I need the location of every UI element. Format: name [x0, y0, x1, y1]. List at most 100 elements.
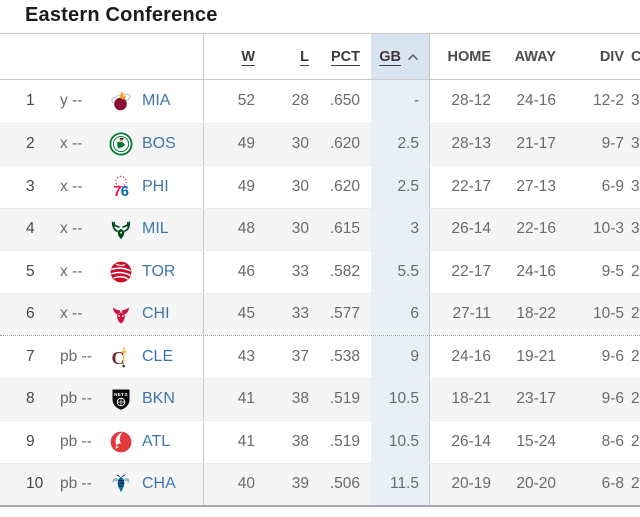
- pct-value: .650: [329, 92, 360, 110]
- losses-value: 28: [291, 92, 309, 110]
- games-back-value: 11.5: [371, 463, 430, 505]
- svg-text:7: 7: [113, 183, 121, 200]
- home-record-value: 18-21: [451, 390, 491, 408]
- table-header-row: W L PCT GB HOME AWAY DIV C: [0, 33, 640, 80]
- rank-column-header: [0, 34, 52, 79]
- column-header-home[interactable]: HOME: [447, 48, 492, 65]
- conf-record-value-clipped: 3: [631, 135, 640, 153]
- table-row-atl: 9 pb -- ATL 41 38 .519 10.5 26-14 15-24 …: [0, 420, 640, 463]
- team-link-cle[interactable]: CLE: [138, 336, 204, 378]
- column-header-losses[interactable]: L: [300, 48, 309, 65]
- toronto-raptors-logo-icon[interactable]: [104, 251, 138, 293]
- team-link-mia[interactable]: MIA: [138, 80, 204, 123]
- losses-value: 38: [291, 390, 309, 408]
- division-record-value: 12-2: [592, 92, 624, 110]
- games-back-value: 9: [371, 336, 430, 378]
- cleveland-cavaliers-logo-icon[interactable]: C: [104, 336, 138, 378]
- rank-value: 10: [26, 475, 44, 493]
- milwaukee-bucks-logo-icon[interactable]: [104, 209, 138, 251]
- chicago-bulls-logo-icon[interactable]: [104, 294, 138, 336]
- atlanta-hawks-logo-icon[interactable]: [104, 421, 138, 463]
- table-row-cle: 7 pb -- C CLE 43 37 .538 9 24-16 19-21 9…: [0, 335, 640, 378]
- column-header-gb-sorted[interactable]: GB: [371, 34, 430, 79]
- miami-heat-logo-icon[interactable]: [104, 80, 138, 123]
- games-back-value: 5.5: [371, 251, 430, 293]
- pct-value: .506: [329, 475, 360, 493]
- sort-ascending-icon: [407, 53, 419, 61]
- column-header-conf-clipped[interactable]: C: [631, 48, 640, 65]
- division-record-value: 10-3: [592, 220, 624, 238]
- away-record-value: 22-16: [516, 220, 556, 238]
- clinch-code: y --: [60, 92, 83, 110]
- pct-value: .620: [329, 177, 360, 195]
- division-record-value: 10-5: [592, 305, 624, 323]
- away-record-value: 23-17: [516, 390, 556, 408]
- brooklyn-nets-logo-icon[interactable]: NETS: [104, 379, 138, 421]
- clinch-code: x --: [60, 177, 83, 195]
- losses-value: 33: [291, 262, 309, 280]
- away-record-value: 20-20: [516, 475, 556, 493]
- home-record-value: 28-12: [451, 92, 491, 110]
- division-record-value: 9-5: [601, 262, 624, 280]
- charlotte-hornets-logo-icon[interactable]: [104, 464, 138, 506]
- clinch-code: x --: [60, 262, 83, 280]
- rank-value: 7: [26, 347, 35, 365]
- column-header-pct[interactable]: PCT: [331, 48, 360, 65]
- losses-value: 30: [291, 220, 309, 238]
- division-record-value: 6-8: [601, 475, 624, 493]
- team-link-cha[interactable]: CHA: [138, 463, 204, 505]
- home-record-value: 27-11: [452, 305, 492, 323]
- rank-value: 4: [26, 220, 35, 238]
- games-back-value: -: [371, 80, 430, 123]
- wins-value: 41: [237, 432, 255, 450]
- team-link-bkn[interactable]: BKN: [138, 378, 204, 420]
- logo-column-header: [104, 34, 138, 79]
- clinch-code: pb --: [60, 475, 92, 493]
- wins-value: 43: [237, 347, 255, 365]
- pct-value: .582: [329, 262, 360, 280]
- away-record-value: 15-24: [516, 432, 556, 450]
- team-link-atl[interactable]: ATL: [138, 421, 204, 463]
- losses-value: 39: [291, 475, 309, 493]
- rank-value: 9: [26, 432, 35, 450]
- conf-record-value-clipped: 2: [631, 390, 640, 408]
- wins-value: 46: [237, 262, 255, 280]
- team-link-tor[interactable]: TOR: [138, 251, 204, 293]
- wins-value: 52: [237, 92, 255, 110]
- division-record-value: 9-6: [601, 390, 624, 408]
- column-header-away[interactable]: AWAY: [514, 48, 556, 65]
- team-link-chi[interactable]: CHI: [138, 293, 204, 335]
- column-header-wins[interactable]: W: [241, 48, 255, 65]
- table-row-tor: 5 x -- TOR 46 33 .582 5.5 22-17 24-16 9-…: [0, 250, 640, 293]
- rank-value: 3: [26, 177, 35, 195]
- games-back-value: 2.5: [371, 123, 430, 165]
- standings-table: 1 y -- MIA 52 28 .650 - 28-12 24-16 12-2…: [0, 80, 640, 507]
- svg-text:C: C: [112, 348, 125, 368]
- rank-value: 1: [26, 92, 35, 110]
- wins-value: 40: [237, 475, 255, 493]
- team-link-mil[interactable]: MIL: [138, 208, 204, 250]
- conf-record-value-clipped: 2: [631, 347, 640, 365]
- table-row-phi: 3 x -- 7 6 PHI 49 30 .620 2.5 22-17 27-1…: [0, 165, 640, 208]
- home-record-value: 28-13: [451, 135, 491, 153]
- wins-value: 49: [237, 135, 255, 153]
- column-header-division[interactable]: DIV: [599, 48, 624, 65]
- conf-record-value-clipped: 3: [631, 220, 640, 238]
- division-record-value: 6-9: [601, 177, 624, 195]
- wins-value: 49: [237, 177, 255, 195]
- losses-value: 37: [291, 347, 309, 365]
- away-record-value: 24-16: [516, 262, 556, 280]
- table-row-chi: 6 x -- CHI 45 33 .577 6 27-11 18-22 10-5…: [0, 292, 640, 336]
- pct-value: .615: [329, 220, 360, 238]
- philadelphia-76ers-logo-icon[interactable]: 7 6: [104, 166, 138, 208]
- team-link-phi[interactable]: PHI: [138, 166, 204, 208]
- svg-text:NETS: NETS: [114, 392, 128, 397]
- games-back-value: 6: [371, 293, 430, 335]
- division-record-value: 9-6: [601, 347, 624, 365]
- rank-value: 2: [26, 135, 35, 153]
- home-record-value: 20-19: [451, 475, 491, 493]
- pct-value: .519: [329, 432, 360, 450]
- team-link-bos[interactable]: BOS: [138, 123, 204, 165]
- losses-value: 30: [291, 135, 309, 153]
- boston-celtics-logo-icon[interactable]: [104, 124, 138, 166]
